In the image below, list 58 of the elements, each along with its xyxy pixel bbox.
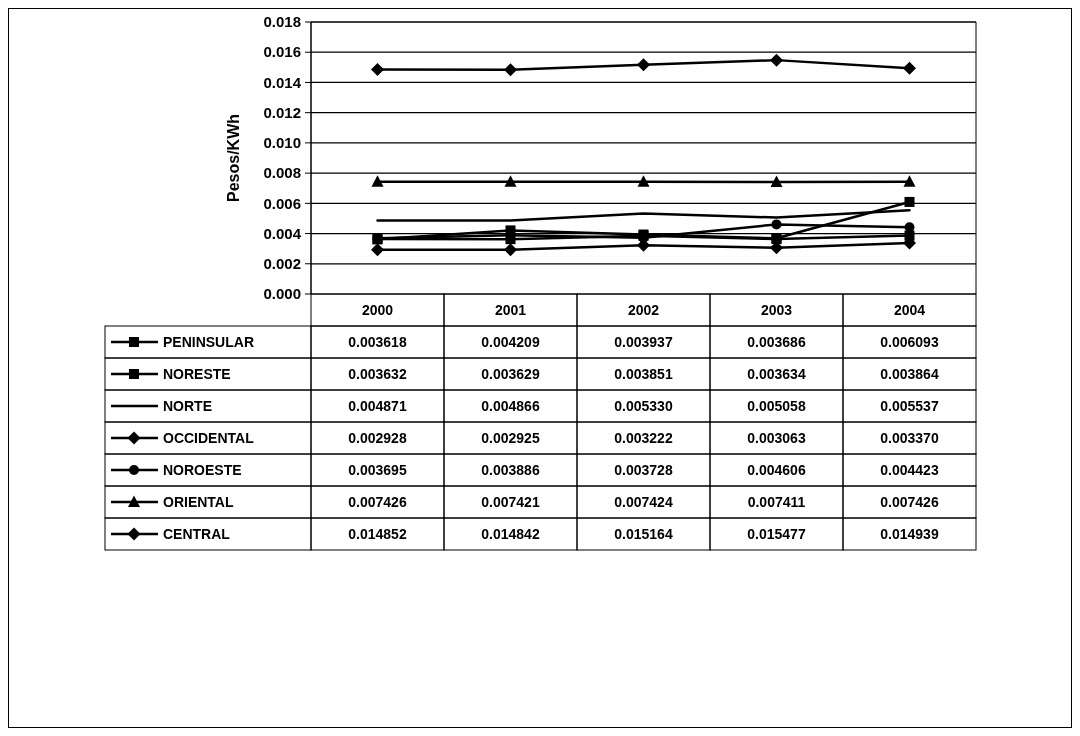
y-tick-label: 0.008	[263, 164, 301, 182]
data-label: 0.004866	[481, 397, 540, 414]
data-label: 0.007426	[880, 493, 939, 510]
data-label: 0.005537	[880, 397, 939, 414]
data-label: 0.015164	[614, 525, 673, 542]
data-label: 0.007426	[348, 493, 407, 510]
data-label: 0.003629	[481, 365, 540, 382]
x-tick-label: 2002	[627, 301, 660, 318]
legend-label: CENTRAL	[163, 525, 231, 542]
data-label: 0.003686	[747, 333, 806, 350]
data-label: 0.007411	[747, 493, 806, 510]
data-label: 0.003937	[614, 333, 673, 350]
y-tick-label: 0.010	[263, 134, 301, 152]
y-tick-label: 0.014	[263, 73, 302, 91]
x-tick-label: 2003	[760, 301, 793, 318]
data-label: 0.014852	[348, 525, 407, 542]
data-label: 0.003851	[614, 365, 673, 382]
legend-label: NORTE	[163, 397, 212, 414]
y-tick-label: 0.018	[263, 13, 301, 31]
data-label: 0.003222	[614, 429, 673, 446]
legend-label: NORESTE	[163, 365, 231, 382]
y-axis-title: Pesos/KWh	[225, 113, 242, 203]
data-label: 0.002925	[481, 429, 540, 446]
data-label: 0.003632	[348, 365, 407, 382]
data-label: 0.003886	[481, 461, 540, 478]
data-label: 0.002928	[348, 429, 407, 446]
y-tick-label: 0.006	[263, 194, 301, 212]
data-label: 0.004606	[747, 461, 806, 478]
x-tick-label: 2001	[494, 301, 527, 318]
data-label: 0.005058	[747, 397, 806, 414]
data-label: 0.015477	[747, 525, 806, 542]
data-label: 0.005330	[614, 397, 673, 414]
data-label: 0.003728	[614, 461, 673, 478]
y-tick-label: 0.016	[263, 43, 301, 61]
y-tick-label: 0.002	[263, 255, 301, 273]
y-tick-label: 0.012	[263, 103, 301, 121]
x-tick-label: 2004	[893, 301, 926, 318]
data-label: 0.003618	[348, 333, 407, 350]
data-label: 0.007421	[481, 493, 540, 510]
data-label: 0.004209	[481, 333, 540, 350]
data-label: 0.003864	[880, 365, 939, 382]
y-tick-label: 0.000	[263, 285, 301, 303]
legend-label: PENINSULAR	[163, 333, 255, 350]
data-label: 0.003634	[747, 365, 806, 382]
data-label: 0.014939	[880, 525, 939, 542]
data-label: 0.004423	[880, 461, 939, 478]
y-tick-label: 0.004	[263, 224, 302, 242]
data-label: 0.003063	[747, 429, 806, 446]
legend-label: NOROESTE	[163, 461, 242, 478]
legend-label: OCCIDENTAL	[163, 429, 255, 446]
data-label: 0.006093	[880, 333, 939, 350]
data-label: 0.003370	[880, 429, 939, 446]
data-label: 0.014842	[481, 525, 540, 542]
data-label: 0.004871	[348, 397, 407, 414]
data-label: 0.003695	[348, 461, 407, 478]
data-label: 0.007424	[614, 493, 673, 510]
x-tick-label: 2000	[361, 301, 394, 318]
legend-label: ORIENTAL	[163, 493, 234, 510]
